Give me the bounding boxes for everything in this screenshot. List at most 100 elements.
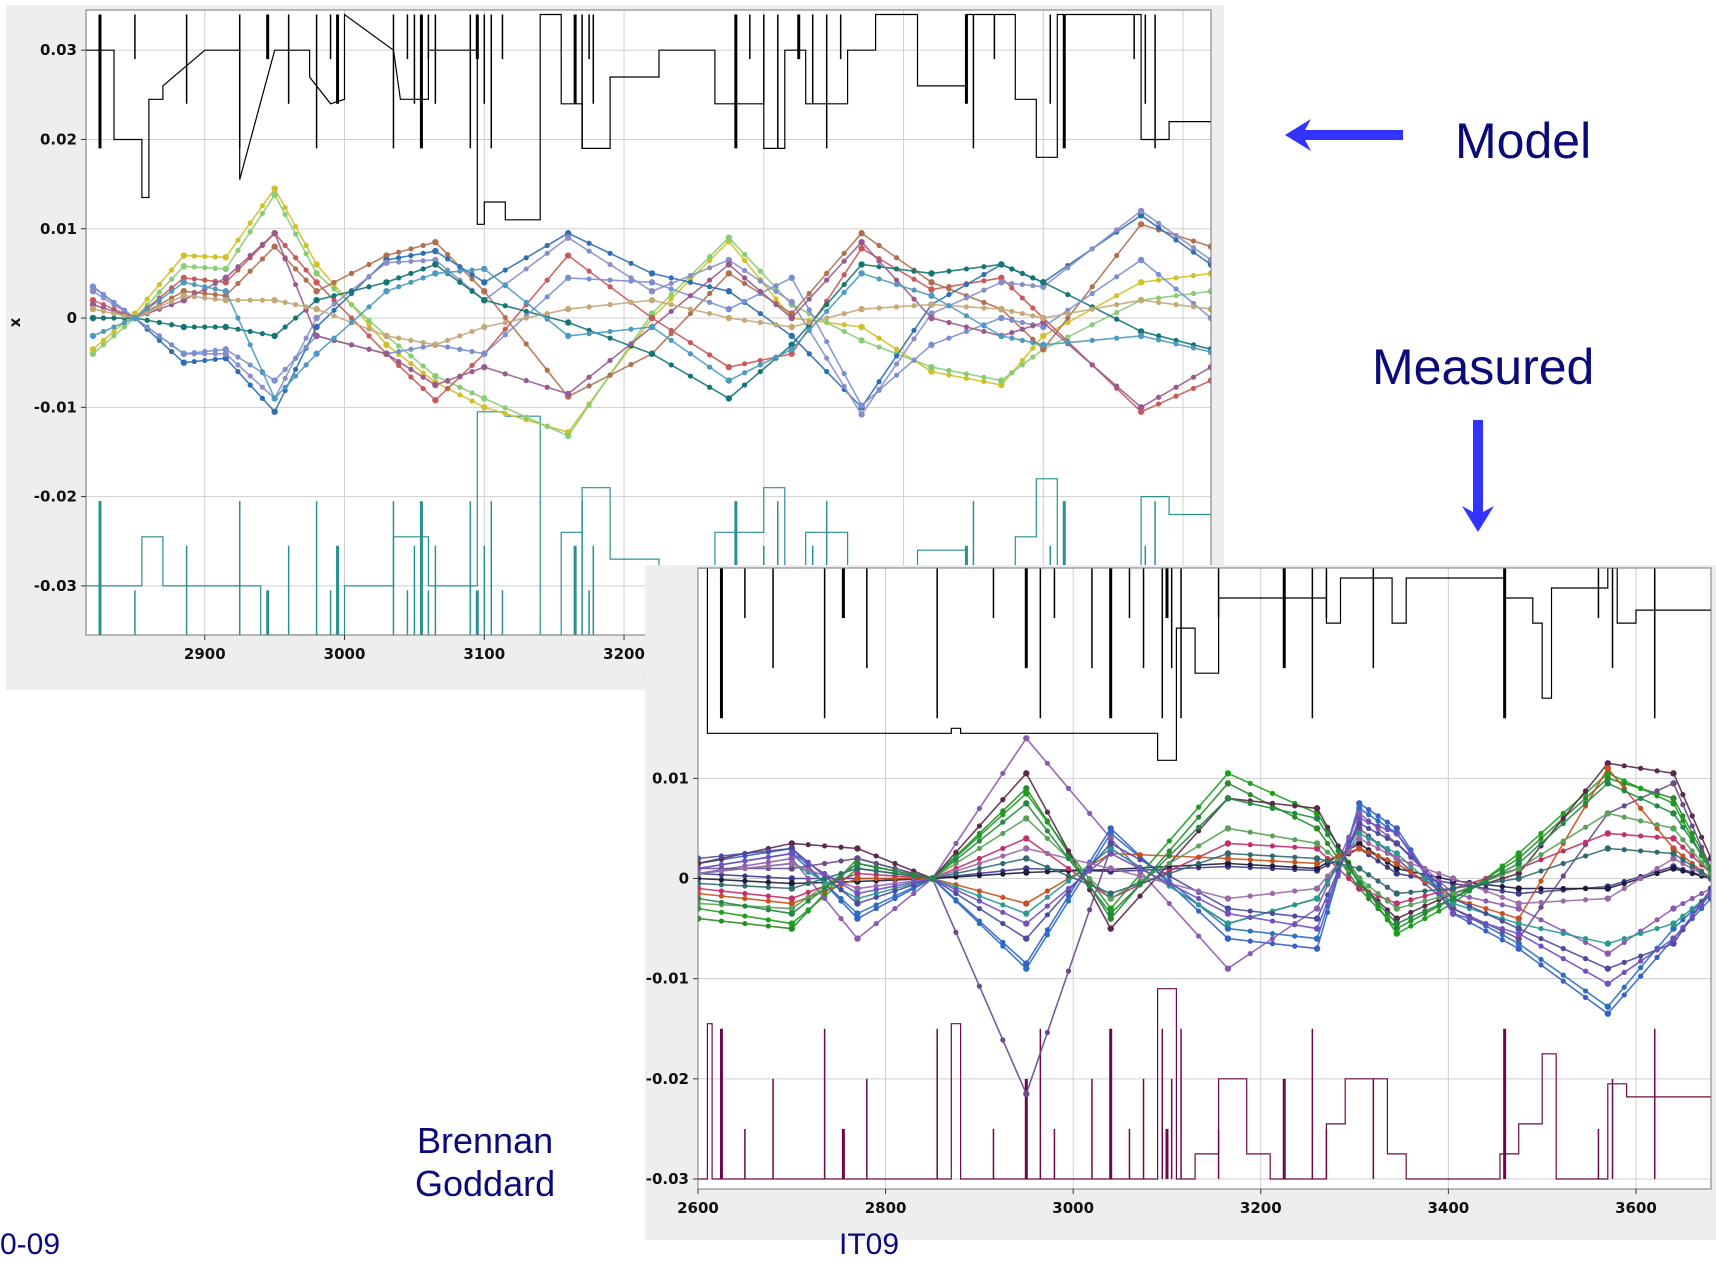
- data-point: [457, 268, 463, 274]
- data-point: [741, 275, 748, 281]
- data-point: [946, 291, 952, 298]
- data-point: [1247, 908, 1253, 914]
- data-point: [1621, 992, 1627, 998]
- data-point: [698, 875, 702, 882]
- data-point: [981, 323, 987, 329]
- data-point: [892, 888, 898, 894]
- data-point: [1670, 770, 1677, 777]
- data-point: [765, 898, 771, 904]
- y-tick-label: -0.01: [34, 398, 77, 416]
- data-point: [1638, 848, 1644, 854]
- data-point: [247, 220, 253, 226]
- data-point: [806, 351, 812, 357]
- data-point: [757, 319, 763, 326]
- data-point: [1166, 870, 1172, 877]
- data-point: [976, 983, 982, 989]
- data-point: [1699, 859, 1705, 865]
- data-point: [247, 362, 253, 368]
- data-point: [1408, 850, 1414, 857]
- data-point: [1030, 313, 1036, 319]
- data-point: [1670, 780, 1677, 787]
- x-tick-label: 3200: [603, 645, 645, 663]
- measured-chart: 0.01 0 -0.01 -0.02 -0.03 2600 2800 3000 3200 3400…: [646, 567, 1712, 1217]
- data-point: [544, 423, 550, 430]
- data-point: [502, 267, 508, 273]
- data-point: [1030, 354, 1036, 360]
- data-point: [998, 332, 1005, 340]
- data-point: [1089, 246, 1095, 252]
- data-point: [628, 260, 634, 266]
- data-point: [1384, 898, 1391, 904]
- data-point: [1538, 852, 1544, 858]
- data-point: [1086, 810, 1093, 816]
- data-point: [946, 335, 952, 341]
- data-point: [1089, 284, 1095, 290]
- data-point: [1483, 928, 1489, 934]
- data-point: [668, 362, 674, 368]
- data-point: [1207, 256, 1211, 264]
- data-point: [1247, 928, 1253, 934]
- data-point: [1224, 840, 1232, 847]
- data-point: [757, 369, 763, 375]
- data-point: [822, 860, 828, 867]
- data-point: [1707, 855, 1711, 862]
- data-point: [1292, 933, 1298, 939]
- data-point: [998, 279, 1005, 286]
- data-point: [202, 357, 208, 364]
- data-point: [1621, 969, 1627, 976]
- data-point: [396, 275, 402, 281]
- data-point: [271, 243, 278, 250]
- data-point: [1019, 281, 1025, 288]
- y-tick-label: 0.01: [652, 769, 689, 787]
- data-point: [1604, 950, 1612, 957]
- measured-arrow-icon: [1462, 420, 1494, 532]
- data-point: [1155, 225, 1162, 231]
- data-point: [303, 242, 309, 249]
- data-point: [1173, 275, 1179, 281]
- data-point: [445, 385, 451, 392]
- data-point: [765, 859, 771, 865]
- data-point: [1408, 869, 1414, 875]
- data-point: [131, 314, 139, 322]
- data-point: [1044, 869, 1050, 875]
- data-point: [432, 341, 439, 349]
- data-point: [963, 375, 970, 381]
- data-point: [89, 314, 97, 322]
- data-point: [1292, 913, 1298, 919]
- data-point: [1449, 875, 1457, 882]
- data-point: [222, 288, 229, 295]
- data-point: [765, 863, 771, 869]
- data-point: [366, 261, 372, 268]
- data-point: [854, 900, 861, 907]
- data-point: [824, 308, 830, 314]
- data-point: [876, 264, 882, 270]
- data-point: [838, 844, 844, 850]
- data-point: [1422, 898, 1428, 904]
- data-point: [893, 266, 900, 272]
- data-point: [1707, 885, 1711, 892]
- data-point: [1356, 830, 1363, 837]
- data-point: [180, 279, 188, 286]
- footer-center-text: IT09: [839, 1228, 900, 1261]
- data-point: [282, 256, 288, 262]
- data-point: [1515, 940, 1522, 947]
- data-point: [445, 256, 451, 262]
- data-point: [1582, 994, 1589, 1001]
- data-point: [1466, 883, 1473, 889]
- data-point: [502, 303, 508, 309]
- data-point: [1638, 818, 1644, 824]
- data-point: [742, 903, 748, 909]
- data-point: [111, 315, 117, 321]
- data-point: [928, 341, 935, 349]
- data-point: [854, 870, 861, 877]
- data-point: [1224, 905, 1232, 912]
- data-point: [202, 290, 208, 297]
- data-point: [396, 358, 402, 365]
- data-point: [648, 314, 656, 322]
- data-point: [1325, 832, 1331, 838]
- data-point: [1538, 943, 1544, 949]
- data-point: [765, 874, 771, 880]
- data-point: [1086, 907, 1093, 913]
- data-point: [1269, 833, 1276, 839]
- data-point: [303, 344, 309, 350]
